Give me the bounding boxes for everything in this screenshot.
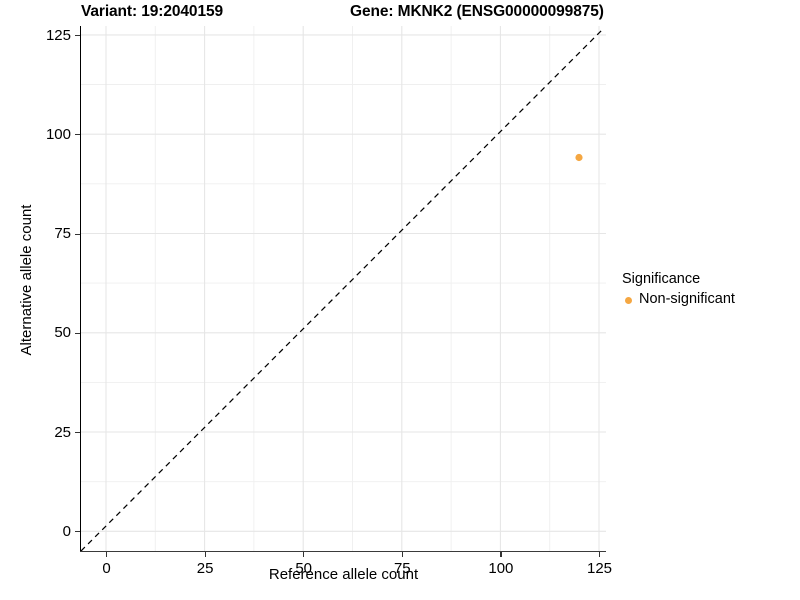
gene-title: Gene: MKNK2 (ENSG00000099875) [350,3,604,20]
minor-gridlines [81,26,606,551]
legend-key-swatch [622,292,639,307]
y-tick-label: 125 [45,26,71,44]
data-point-non-significant [575,153,583,162]
major-gridlines [81,26,606,551]
y-tick-mark [75,432,80,434]
x-axis-line [80,551,606,553]
x-tick-label: 50 [295,560,313,577]
x-tick-mark [500,552,502,557]
y-axis-line [80,26,82,552]
y-tick-mark [75,34,80,37]
y-tick-mark [75,531,80,533]
plot-canvas [81,26,606,551]
x-tick-mark [204,552,206,557]
x-tick-mark [106,552,108,557]
y-tick-label: 0 [62,523,71,540]
chart-title-row: Variant: 19:2040159 Gene: MKNK2 (ENSG000… [81,3,691,25]
plot-panel [81,26,606,551]
y-tick-label: 25 [54,423,71,441]
x-tick-label: 100 [488,560,514,577]
legend-item-label: Non-significant [639,291,735,307]
x-tick-label: 25 [196,560,214,577]
x-tick-label: 0 [102,560,111,577]
y-tick-mark [75,332,80,334]
orange-dot-icon [625,296,632,304]
legend-title: Significance [622,271,701,287]
variant-title: Variant: 19:2040159 [81,3,224,20]
x-tick-mark [401,552,403,557]
legend: Significance Non-significant [622,271,792,308]
y-tick-mark [75,233,80,235]
y-axis-title: Alternative allele count [18,204,35,356]
y-tick-mark [75,134,80,136]
x-axis-title: Reference allele count [268,566,419,583]
y-tick-label: 75 [54,225,71,243]
legend-item-non-significant[interactable]: Non-significant [622,291,792,308]
x-tick-label: 125 [586,560,613,577]
x-tick-mark [303,552,305,557]
identity-diagonal-line [81,29,603,551]
x-tick-label: 75 [393,560,411,577]
y-tick-label: 50 [54,324,71,342]
y-tick-label: 100 [45,125,71,143]
x-tick-mark [599,552,601,557]
